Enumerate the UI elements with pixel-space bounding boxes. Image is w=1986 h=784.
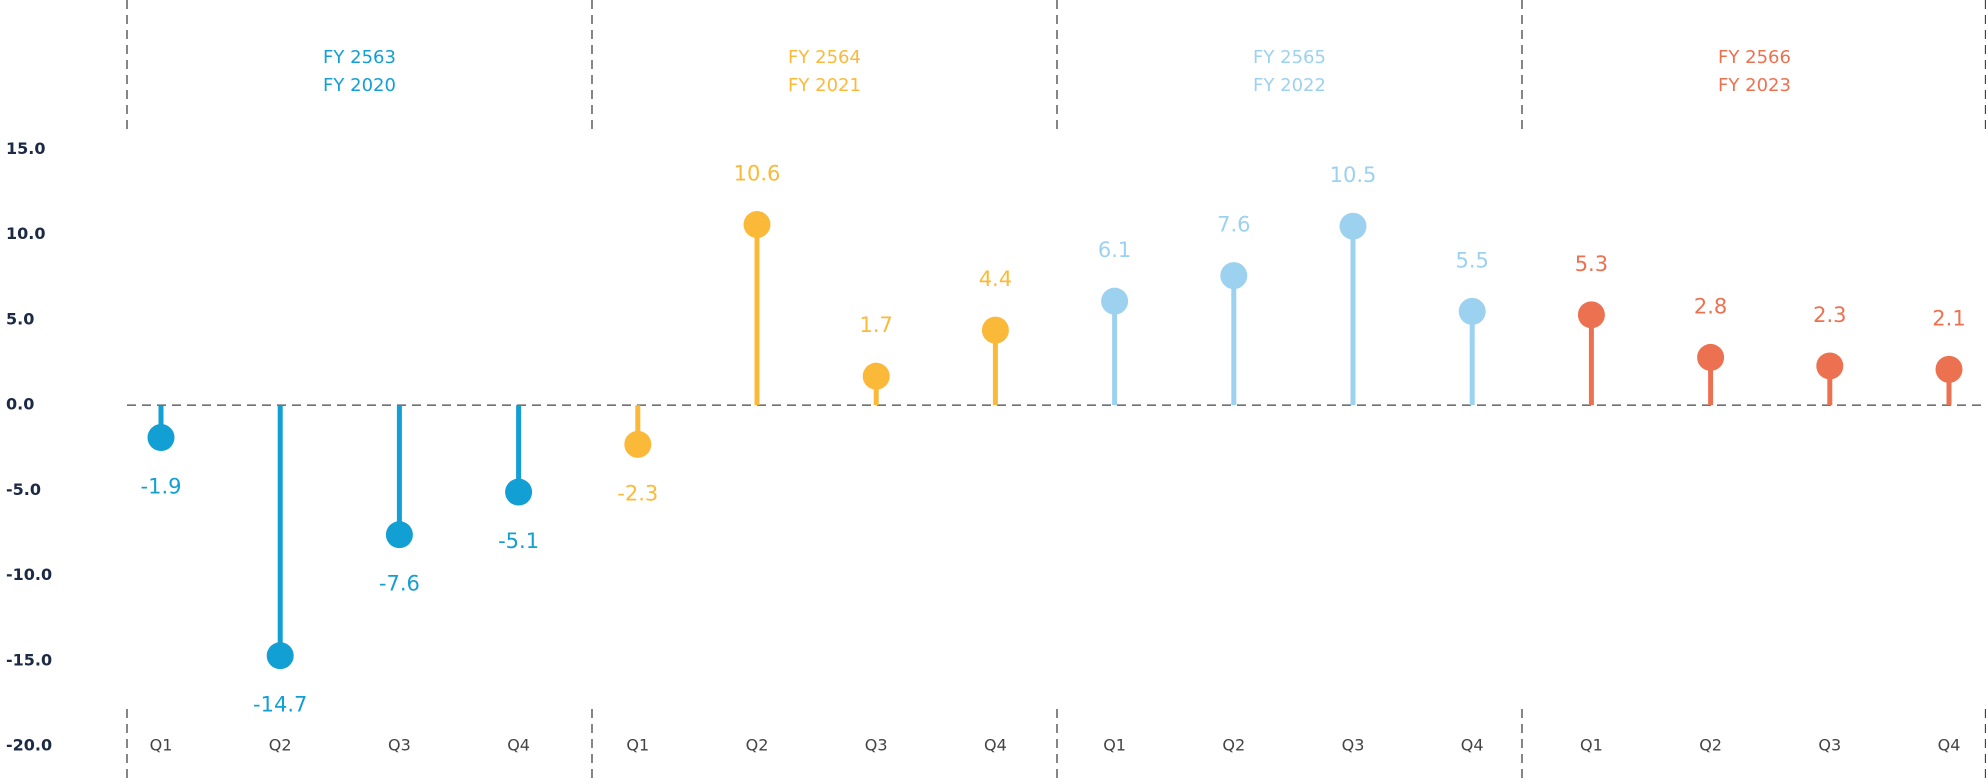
value-label: 2.8 [1694, 294, 1727, 318]
x-tick-label: Q1 [626, 736, 649, 755]
x-tick-label: Q1 [150, 736, 173, 755]
group-label: FY 2022 [1253, 75, 1326, 96]
value-label: -7.6 [379, 572, 420, 596]
value-label: 2.1 [1932, 306, 1965, 330]
x-tick-label: Q4 [984, 736, 1007, 755]
x-tick-label: Q3 [1342, 736, 1365, 755]
group-label: FY 2565 [1253, 47, 1326, 68]
value-label: -1.9 [141, 475, 182, 499]
x-tick-label: Q3 [1818, 736, 1841, 755]
dot [1816, 352, 1844, 380]
y-tick-label: -15.0 [6, 650, 52, 669]
value-label: 6.1 [1098, 238, 1131, 262]
group-label: FY 2564 [788, 47, 861, 68]
x-tick-label: Q4 [1938, 736, 1961, 755]
value-label: 5.3 [1575, 252, 1608, 276]
x-tick-label: Q2 [269, 736, 292, 755]
value-label: 4.4 [979, 267, 1012, 291]
dot [981, 316, 1009, 344]
dot [1101, 287, 1129, 315]
group-label: FY 2021 [788, 75, 861, 96]
x-tick-label: Q3 [388, 736, 411, 755]
x-tick-label: Q3 [865, 736, 888, 755]
x-tick-label: Q4 [1461, 736, 1484, 755]
value-label: 1.7 [859, 313, 892, 337]
dot [147, 424, 175, 452]
dot [1935, 355, 1963, 383]
y-tick-label: -20.0 [6, 736, 52, 755]
x-tick-label: Q4 [507, 736, 530, 755]
dot [624, 430, 652, 458]
value-label: 2.3 [1813, 303, 1846, 327]
y-tick-label: -10.0 [6, 565, 52, 584]
dot [385, 521, 413, 549]
y-tick-label: 0.0 [6, 395, 34, 414]
dot [862, 362, 890, 390]
value-label: 7.6 [1217, 213, 1250, 237]
value-label: 10.5 [1330, 163, 1377, 187]
dot [1458, 297, 1486, 325]
group-label: FY 2020 [323, 75, 396, 96]
group-label: FY 2566 [1718, 47, 1791, 68]
x-tick-label: Q2 [1699, 736, 1722, 755]
group-label: FY 2563 [323, 47, 396, 68]
y-tick-label: 15.0 [6, 139, 45, 158]
x-tick-label: Q2 [1222, 736, 1245, 755]
dot [1697, 343, 1725, 371]
y-tick-label: -5.0 [6, 480, 41, 499]
dot [505, 478, 533, 506]
dot [266, 642, 294, 670]
dot [1339, 212, 1367, 240]
dot [1220, 262, 1248, 290]
x-tick-label: Q1 [1103, 736, 1126, 755]
y-tick-label: 10.0 [6, 224, 45, 243]
dot [743, 210, 771, 238]
value-label: 10.6 [734, 161, 781, 185]
value-label: -2.3 [617, 481, 658, 505]
value-label: -14.7 [253, 693, 307, 717]
x-tick-label: Q2 [746, 736, 769, 755]
value-label: -5.1 [498, 529, 539, 553]
dot [1577, 301, 1605, 329]
group-label: FY 2023 [1718, 75, 1791, 96]
value-label: 5.5 [1455, 248, 1488, 272]
x-tick-label: Q1 [1580, 736, 1603, 755]
y-tick-label: 5.0 [6, 309, 34, 328]
